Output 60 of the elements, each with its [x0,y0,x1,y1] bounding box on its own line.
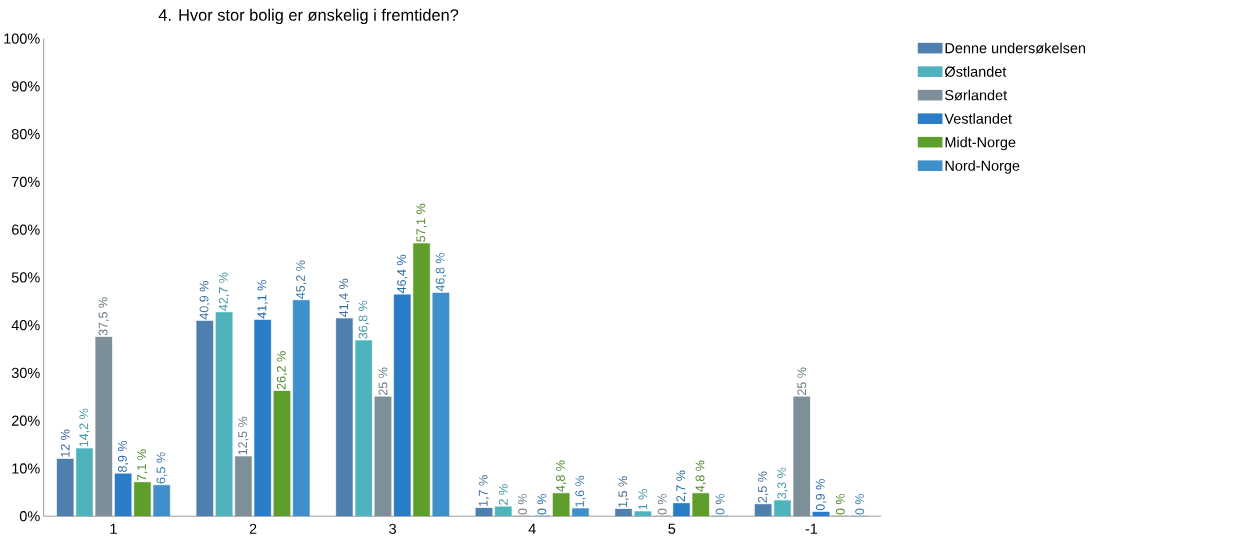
data-label: 4,8 % [695,460,706,492]
data-label: 25 % [797,367,807,396]
data-label: 0 % [855,493,865,515]
data-label: 57,1 % [416,203,427,242]
data-label: 0 % [715,493,725,515]
data-label: 41,1 % [257,280,268,319]
y-tick-label: 0% [19,511,40,522]
data-label: 8,9 % [117,440,129,473]
data-label: 25 % [378,367,388,396]
legend-label: Denne undersøkelsen [945,42,1086,54]
data-label: 46,4 % [397,254,408,294]
data-label: 1,6 % [575,475,586,507]
data-label: 3,3 % [777,467,788,499]
y-tick-label: 30% [11,367,40,379]
y-tick-label: 10% [12,463,40,474]
legend-label: Sørlandet [945,89,1008,101]
y-tick-label: 100% [4,33,40,44]
data-label: 1 % [638,489,648,510]
data-label: 0 % [537,493,547,515]
legend-label: Vestlandet [944,113,1012,124]
data-label: 36,8 % [358,300,369,339]
data-label: 1,5 % [618,476,629,507]
chart-title: 4. Hvor stor bolig er ønskelig i fremtiden? [158,8,459,25]
data-label: 26,2 % [276,351,288,390]
data-label: 0,9 % [815,479,827,511]
data-label: 1,7 % [478,475,490,507]
y-tick-label: 80% [11,129,40,140]
x-tick-label: 3 [389,523,397,535]
data-label: 6,5 % [156,452,167,484]
data-label: 42,7 % [218,272,230,311]
y-tick-label: 40% [11,320,40,331]
y-tick-label: 20% [11,415,40,426]
legend-label: Østlandet [944,66,1007,78]
data-label: 37,5 % [98,297,109,336]
data-label: 45,2 % [296,260,307,299]
data-label: 46,8 % [435,252,447,292]
data-label: 2 % [498,484,508,505]
x-tick-label: 5 [668,523,676,534]
y-tick-label: 90% [11,81,40,92]
y-tick-label: 70% [12,176,40,188]
y-tick-label: 50% [11,272,40,283]
legend-label: Midt-Norge [945,136,1016,151]
x-tick-label: 2 [249,523,257,534]
data-label: 12 % [60,429,70,457]
y-tick-label: 60% [12,224,40,235]
x-tick-label: 1 [110,523,117,534]
data-label: 14,2 % [79,408,90,447]
data-label: 2,7 % [676,470,687,502]
data-label: 40,9 % [199,281,210,320]
data-label: 41,4 % [339,278,350,318]
data-label: 7,1 % [137,449,148,481]
data-label: 2,5 % [757,471,769,503]
x-tick-label: -1 [805,523,818,534]
data-label: 0 % [657,493,667,515]
data-label: 12,5 % [238,416,249,455]
x-tick-label: 4 [528,523,536,534]
data-label: 0 % [518,493,527,515]
data-label: 4,8 % [555,460,567,492]
data-label: 0 % [835,493,845,515]
legend-label: Nord-Norge [945,160,1020,174]
